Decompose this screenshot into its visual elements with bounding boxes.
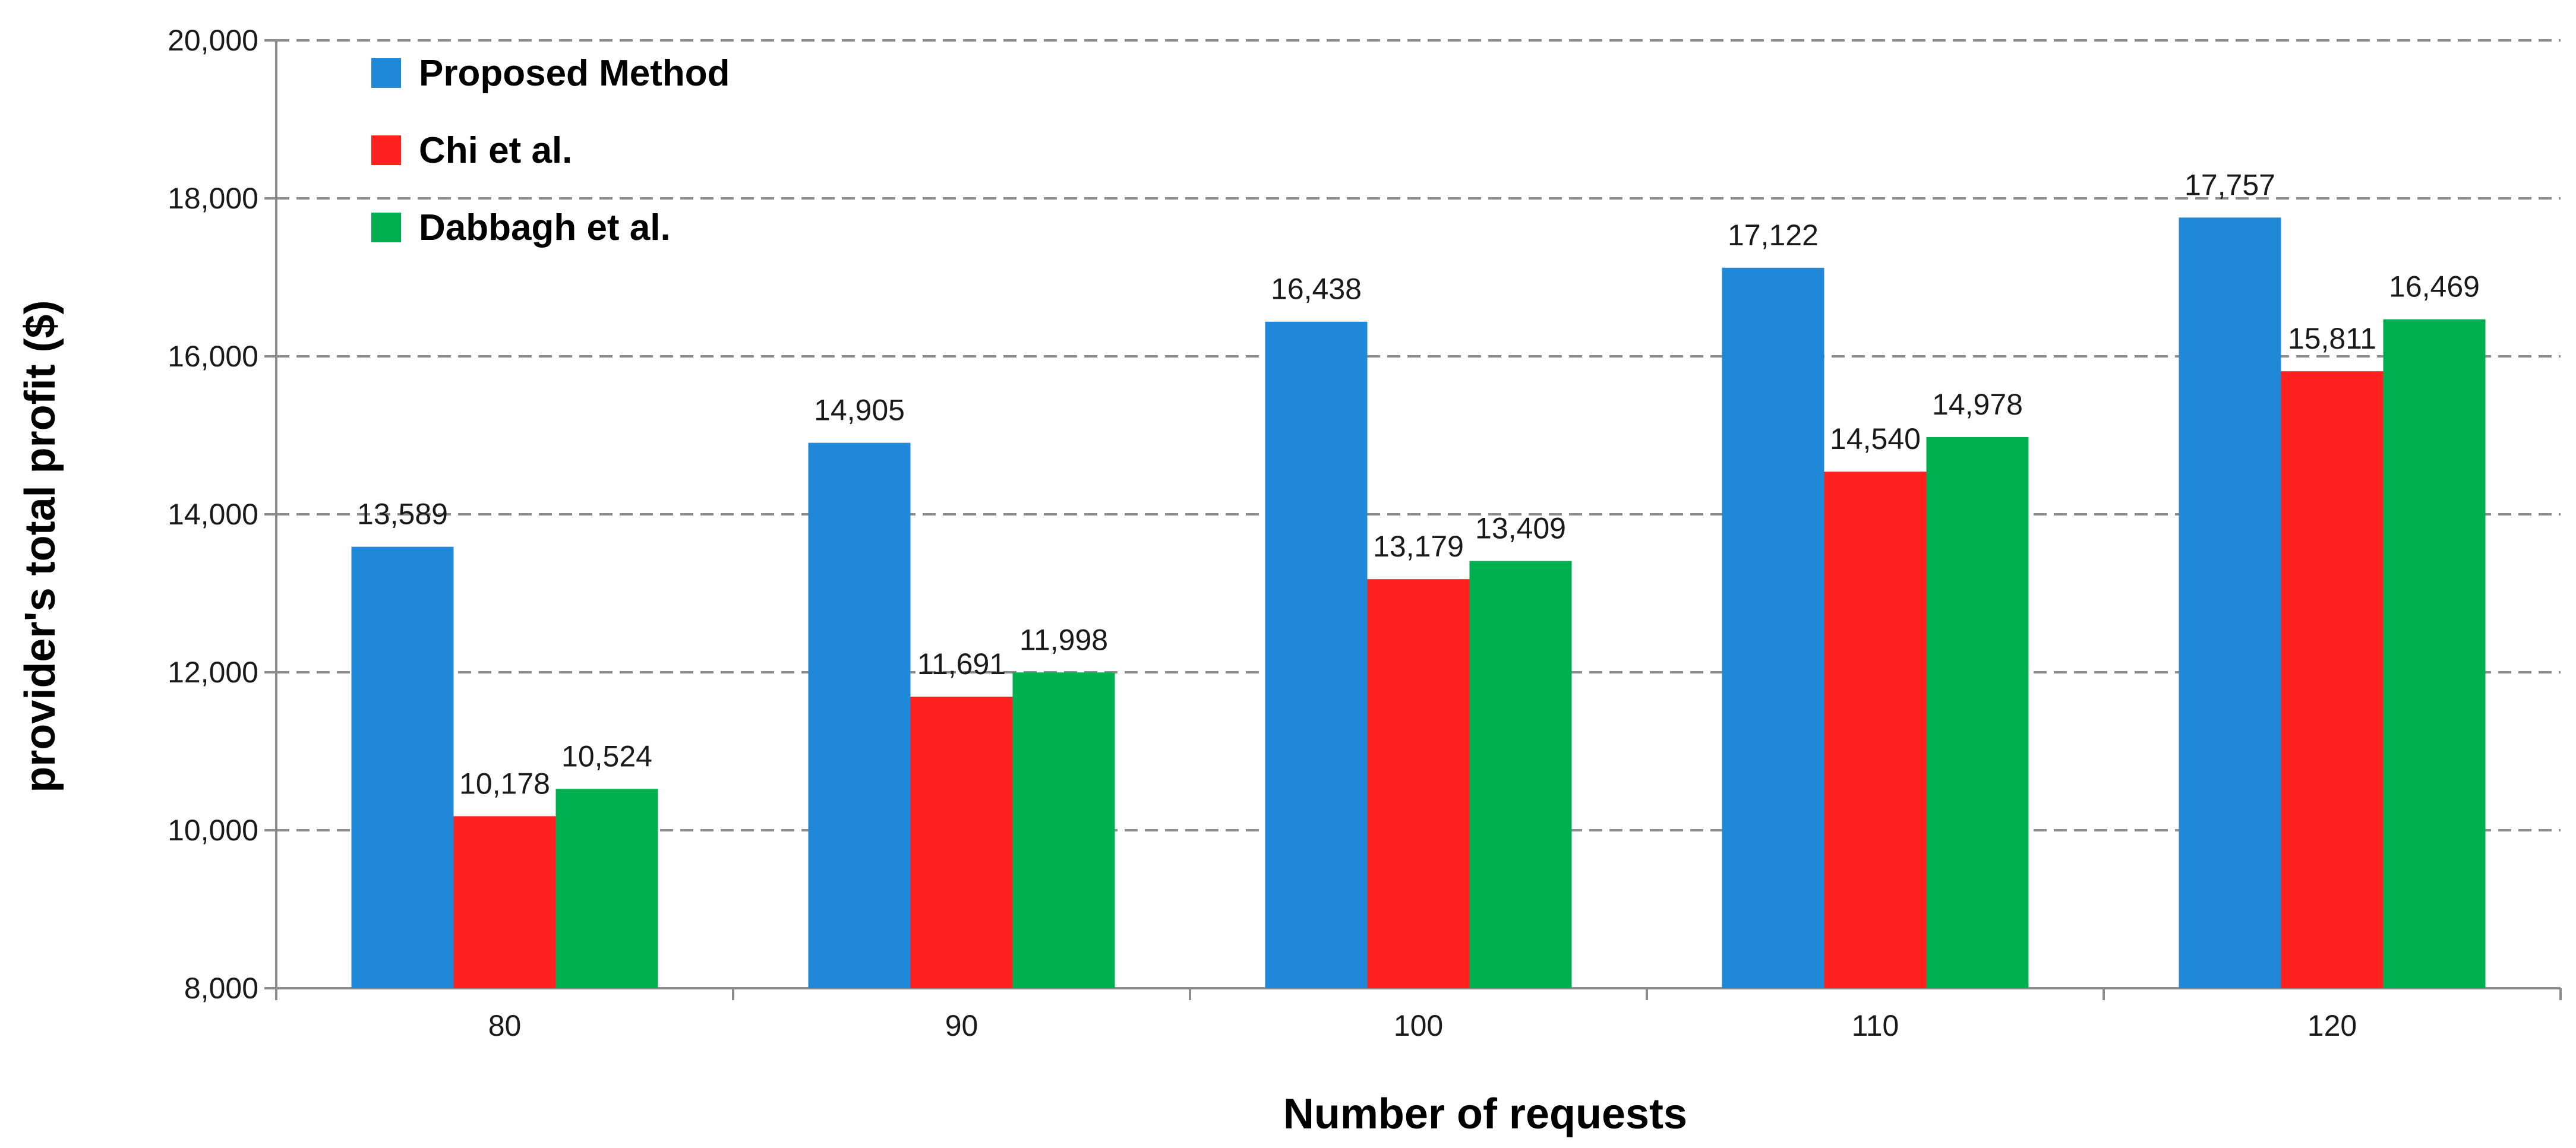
bar: [2383, 319, 2486, 988]
bar: [1824, 472, 1927, 988]
bar: [1469, 561, 1572, 988]
data-label: 10,178: [459, 767, 550, 800]
data-label: 15,811: [2288, 322, 2376, 355]
data-labels: 13,589 10,178 10,524 14,905 11,691 11,998 16,4…: [357, 168, 2480, 800]
y-tick-label: 12,000: [168, 656, 258, 689]
data-label: 16,469: [2389, 270, 2480, 303]
bar: [1012, 672, 1115, 988]
x-tick-label: 120: [2307, 1009, 2357, 1042]
data-label: 13,179: [1373, 530, 1464, 563]
x-tick-label: 90: [945, 1009, 978, 1042]
data-label: 11,998: [1019, 623, 1108, 656]
bar: [1367, 579, 1470, 988]
data-label: 13,409: [1475, 512, 1566, 545]
data-label: 16,438: [1271, 273, 1362, 306]
legend-swatch: [371, 213, 401, 242]
legend: Proposed Method Chi et al. Dabbagh et al.: [371, 53, 730, 248]
y-tick-label: 10,000: [168, 814, 258, 847]
data-label: 13,589: [357, 498, 448, 531]
bar: [1926, 437, 2029, 988]
data-label: 10,524: [561, 739, 652, 773]
legend-swatch: [371, 58, 401, 88]
bar: [1722, 267, 1824, 989]
data-label: 14,540: [1830, 422, 1921, 456]
bar: [808, 442, 911, 988]
data-label: 14,905: [814, 394, 905, 427]
bar: [351, 546, 454, 988]
data-label: 11,691: [917, 647, 1006, 681]
legend-label: Chi et al.: [419, 130, 572, 171]
legend-label: Proposed Method: [419, 53, 730, 94]
x-tick-label: 80: [488, 1009, 522, 1042]
data-label: 14,978: [1932, 388, 2023, 421]
data-label: 17,757: [2184, 168, 2275, 201]
y-tick-label: 16,000: [168, 340, 258, 373]
x-tick-label: 110: [1852, 1009, 1899, 1042]
y-tick-label: 18,000: [168, 182, 258, 215]
bar: [2281, 371, 2384, 989]
y-tick-label: 14,000: [168, 498, 258, 531]
bar: [910, 697, 1013, 988]
x-tick-label: 100: [1394, 1009, 1443, 1042]
bar: [453, 816, 556, 988]
legend-label: Dabbagh et al.: [419, 207, 671, 248]
bar: [1265, 321, 1368, 988]
x-axis-title: Number of requests: [1283, 1090, 1687, 1138]
bar: [2179, 217, 2281, 989]
y-tick-label: 8,000: [184, 972, 258, 1005]
data-label: 17,122: [1728, 219, 1819, 252]
y-axis-title: provider's total profit ($): [17, 300, 64, 792]
bars: [351, 217, 2486, 989]
bar: [555, 789, 658, 988]
legend-swatch: [371, 135, 401, 165]
y-tick-label: 20,000: [168, 24, 258, 57]
